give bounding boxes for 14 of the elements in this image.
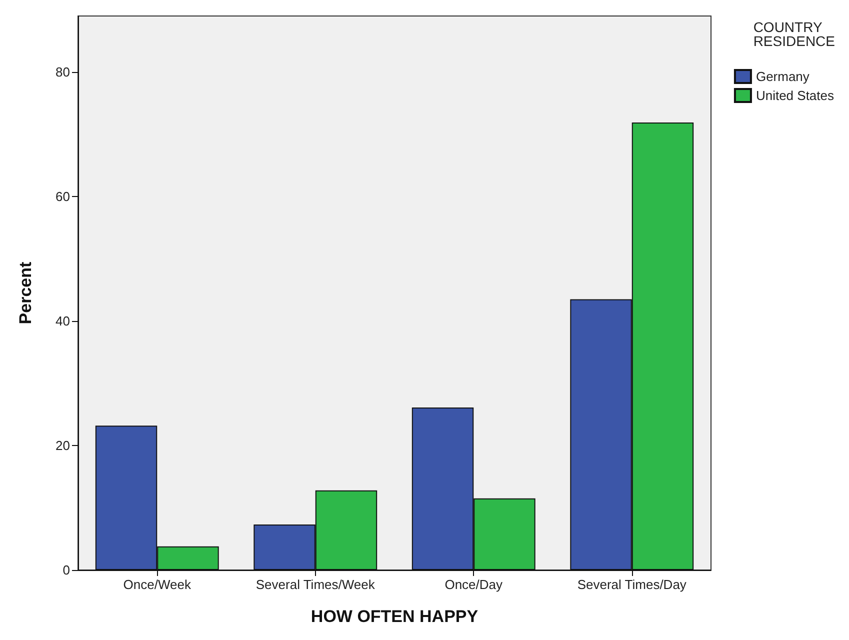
x-tick-label: Once/Day — [444, 577, 504, 592]
x-tick-label: Once/Week — [123, 577, 192, 592]
y-axis-title: Percent — [16, 261, 35, 324]
x-axis-title: HOW OFTEN HAPPY — [310, 607, 479, 626]
y-tick-label: 40 — [56, 314, 70, 329]
legend-label: United States — [756, 88, 834, 103]
y-tick-label: 20 — [56, 438, 70, 454]
legend-title: COUNTRY RESIDENCE — [753, 19, 836, 49]
y-tick-label: 0 — [62, 562, 70, 578]
x-tick-label: Several Times/Week — [256, 577, 376, 592]
y-tick-label: 60 — [56, 189, 70, 204]
x-tick-label: Several Times/Day — [577, 577, 687, 592]
legend-label: Germany — [756, 69, 810, 84]
y-tick-label: 80 — [56, 64, 70, 80]
